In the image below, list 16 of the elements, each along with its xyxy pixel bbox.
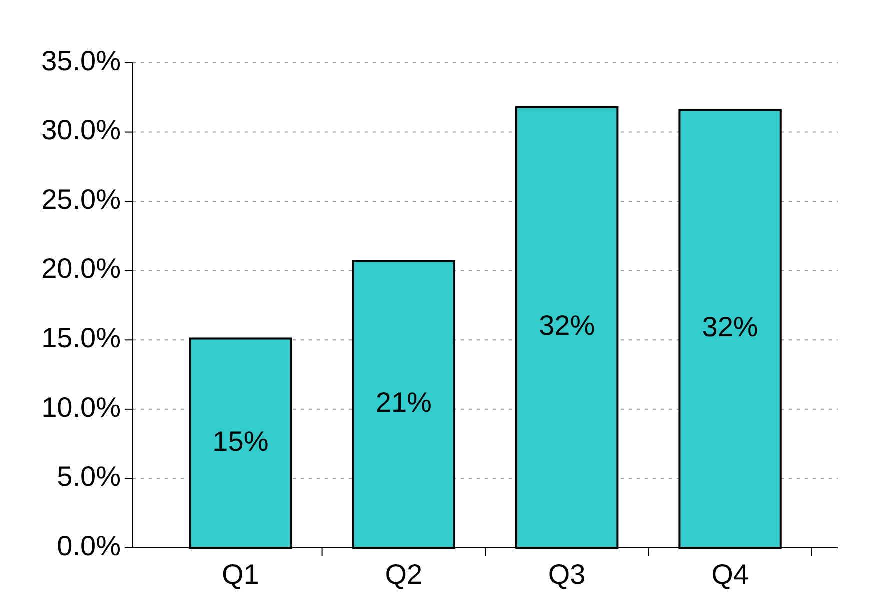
x-tick-label: Q3 bbox=[548, 559, 586, 590]
y-tick-label: 20.0% bbox=[42, 253, 121, 284]
y-tick-label: 15.0% bbox=[42, 322, 121, 354]
x-tick-label: Q1 bbox=[222, 559, 260, 590]
data-label: 32% bbox=[702, 311, 758, 342]
y-tick-label: 0.0% bbox=[57, 530, 121, 562]
data-label: 15% bbox=[212, 426, 269, 457]
y-tick-label: 30.0% bbox=[42, 114, 121, 146]
y-tick-label: 5.0% bbox=[57, 461, 121, 492]
x-tick-label: Q4 bbox=[712, 559, 749, 590]
y-tick-label: 10.0% bbox=[42, 392, 121, 423]
data-label: 21% bbox=[376, 386, 432, 418]
x-tick-label: Q2 bbox=[385, 559, 423, 590]
y-tick-label: 25.0% bbox=[42, 184, 121, 215]
data-label: 32% bbox=[539, 310, 596, 342]
y-tick-label: 35.0% bbox=[42, 45, 121, 76]
